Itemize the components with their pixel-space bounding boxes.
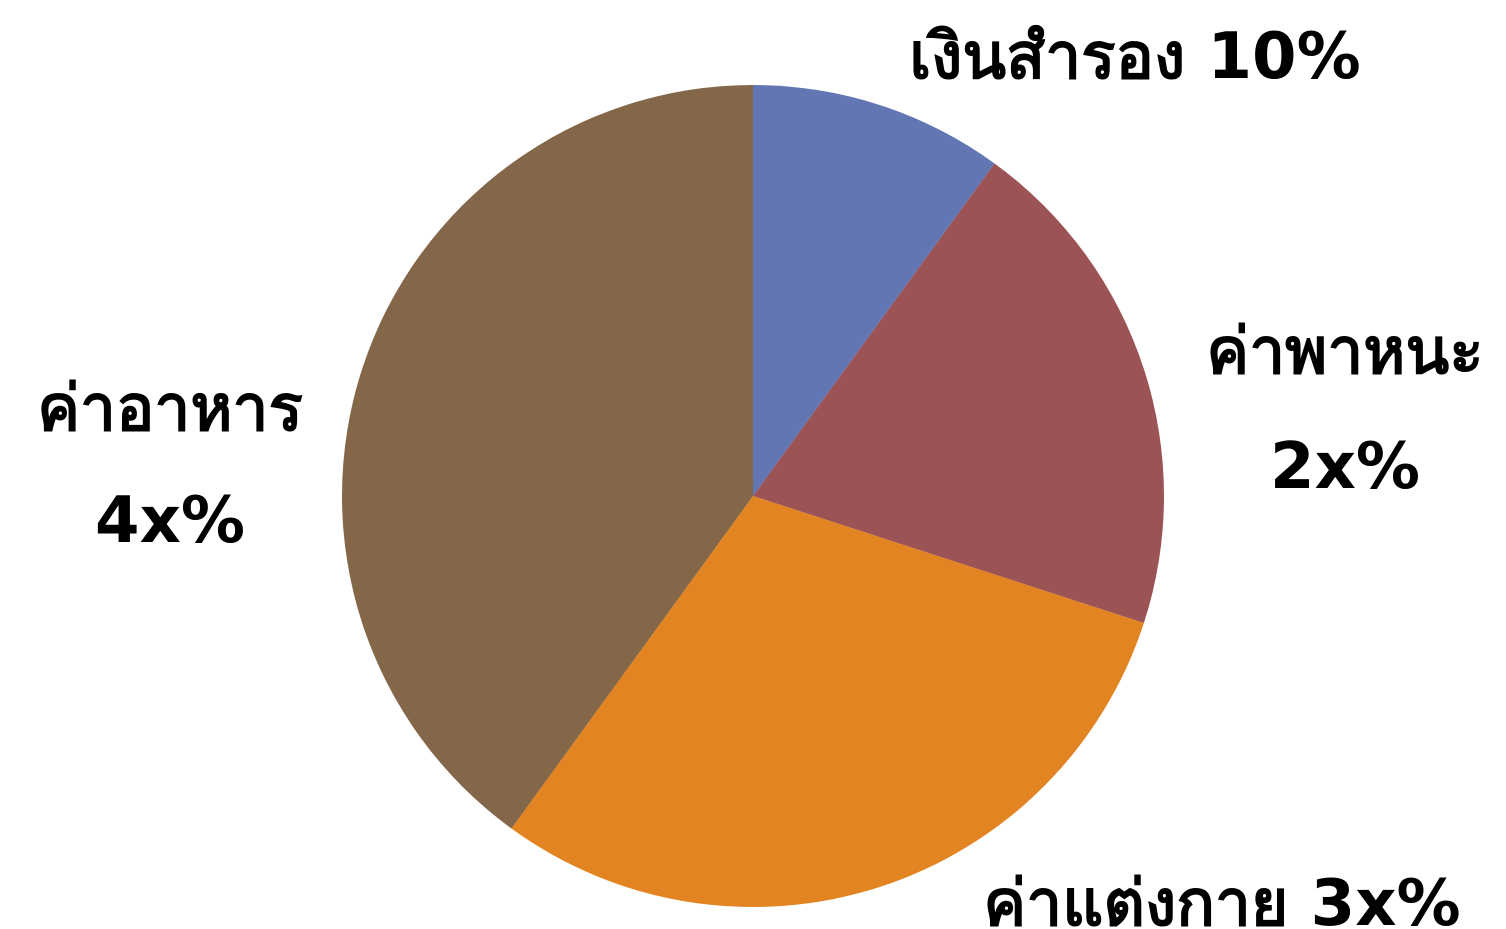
slice-label-line: ค่าอาหาร	[37, 372, 303, 446]
slice-label-reserve: เงินสำรอง 10%	[909, 20, 1360, 94]
slice-label-line: ค่าพาหนะ	[1206, 315, 1483, 389]
slice-label-clothing: ค่าแต่งกาย 3x%	[983, 867, 1460, 929]
pie-slice-reserve	[753, 85, 995, 496]
slice-label-line: 4x%	[95, 484, 245, 558]
pie-labels: เงินสำรอง 10% ค่าพาหนะ 2x% ค่าแต่งกาย 3x% ค่…	[37, 20, 1483, 929]
pie-slices	[341, 85, 1164, 908]
slice-label-transport: ค่าพาหนะ 2x%	[1206, 315, 1483, 504]
slice-label-line: 2x%	[1270, 430, 1420, 504]
slice-label-line: ค่าแต่งกาย 3x%	[983, 867, 1460, 929]
slice-label-food: ค่าอาหาร 4x%	[37, 372, 303, 558]
pie-slice-transport	[753, 163, 1164, 624]
slice-label-line: เงินสำรอง 10%	[909, 20, 1360, 94]
pie-slice-food	[341, 85, 753, 829]
pie-slice-clothing	[511, 496, 1144, 908]
